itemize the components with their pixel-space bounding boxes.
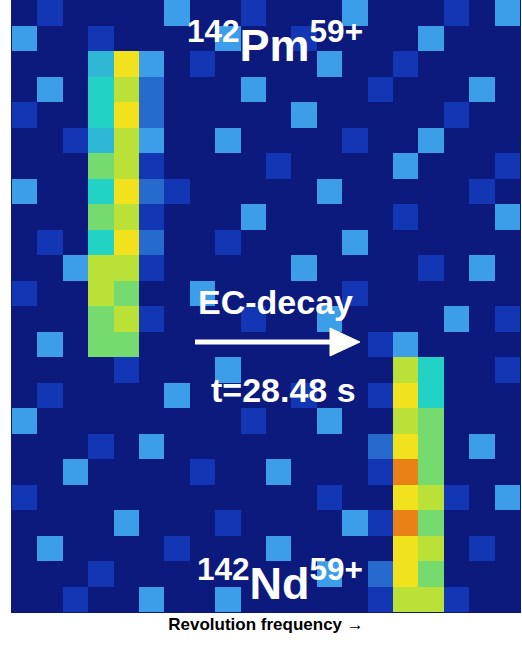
svg-text:​142​Nd​59+​: ​142​Nd​59+​	[197, 551, 363, 609]
svg-text:Revolution frequency →: Revolution frequency →	[168, 615, 364, 634]
svg-text:EC-decay: EC-decay	[198, 283, 353, 321]
svg-text:t=28.48 s: t=28.48 s	[211, 371, 356, 409]
svg-text:​142​Pm​59+​: ​142​Pm​59+​	[187, 13, 363, 71]
